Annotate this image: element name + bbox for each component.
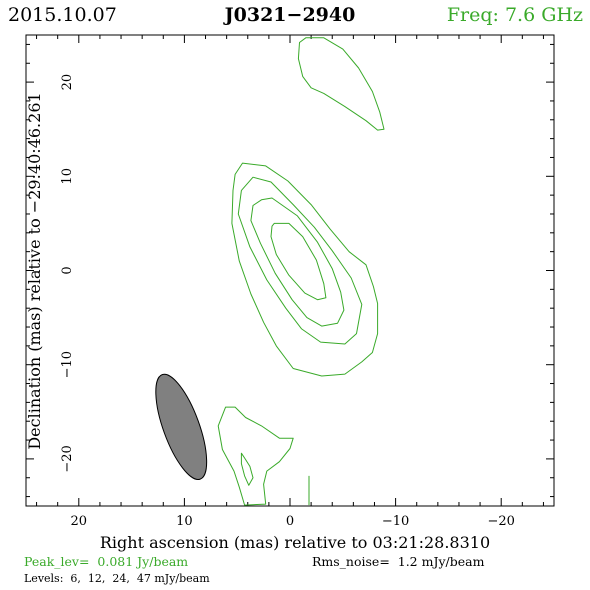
beam-ellipse — [155, 373, 208, 480]
y-tick-label: 0 — [60, 266, 75, 274]
plot-frame — [25, 34, 555, 507]
contour-level-12 — [237, 176, 363, 345]
axis-ticks — [26, 35, 554, 506]
observation-date: 2015.10.07 — [8, 4, 117, 26]
y-tick-label: 20 — [60, 74, 75, 91]
peak-level: Peak_lev= 0.081 Jy/beam — [24, 554, 188, 569]
y-tick-label: 10 — [60, 168, 75, 185]
y-tick-label: −20 — [60, 445, 75, 472]
x-axis-title: Right ascension (mas) relative to 03:21:… — [100, 533, 490, 552]
contour-level-47 — [270, 222, 327, 301]
contour-lines — [217, 37, 385, 506]
x-tick-label: 0 — [286, 514, 294, 529]
contour-level-6 — [231, 162, 379, 377]
x-tick-label: −20 — [487, 514, 514, 529]
y-tick-labels: 20 10 0 −10 −20 — [60, 74, 75, 473]
x-tick-label: −10 — [382, 514, 409, 529]
x-tick-labels: 20 10 0 −10 −20 — [71, 514, 515, 529]
contour-levels: Levels: 6, 12, 24, 47 mJy/beam — [24, 572, 210, 585]
y-tick-label: −10 — [60, 351, 75, 378]
contour-level-6 — [297, 37, 385, 131]
contour-level-24 — [250, 197, 345, 327]
frequency-label: Freq: 7.6 GHz — [447, 4, 583, 26]
y-axis-title: Declination (mas) relative to −29:40:46.… — [25, 92, 44, 449]
contour-level-6 — [240, 452, 254, 486]
x-tick-label: 10 — [176, 514, 193, 529]
x-tick-label: 20 — [71, 514, 88, 529]
source-name: J0321−2940 — [223, 4, 356, 26]
rms-noise: Rms_noise= 1.2 mJy/beam — [312, 554, 485, 569]
contour-level-6 — [217, 406, 294, 506]
